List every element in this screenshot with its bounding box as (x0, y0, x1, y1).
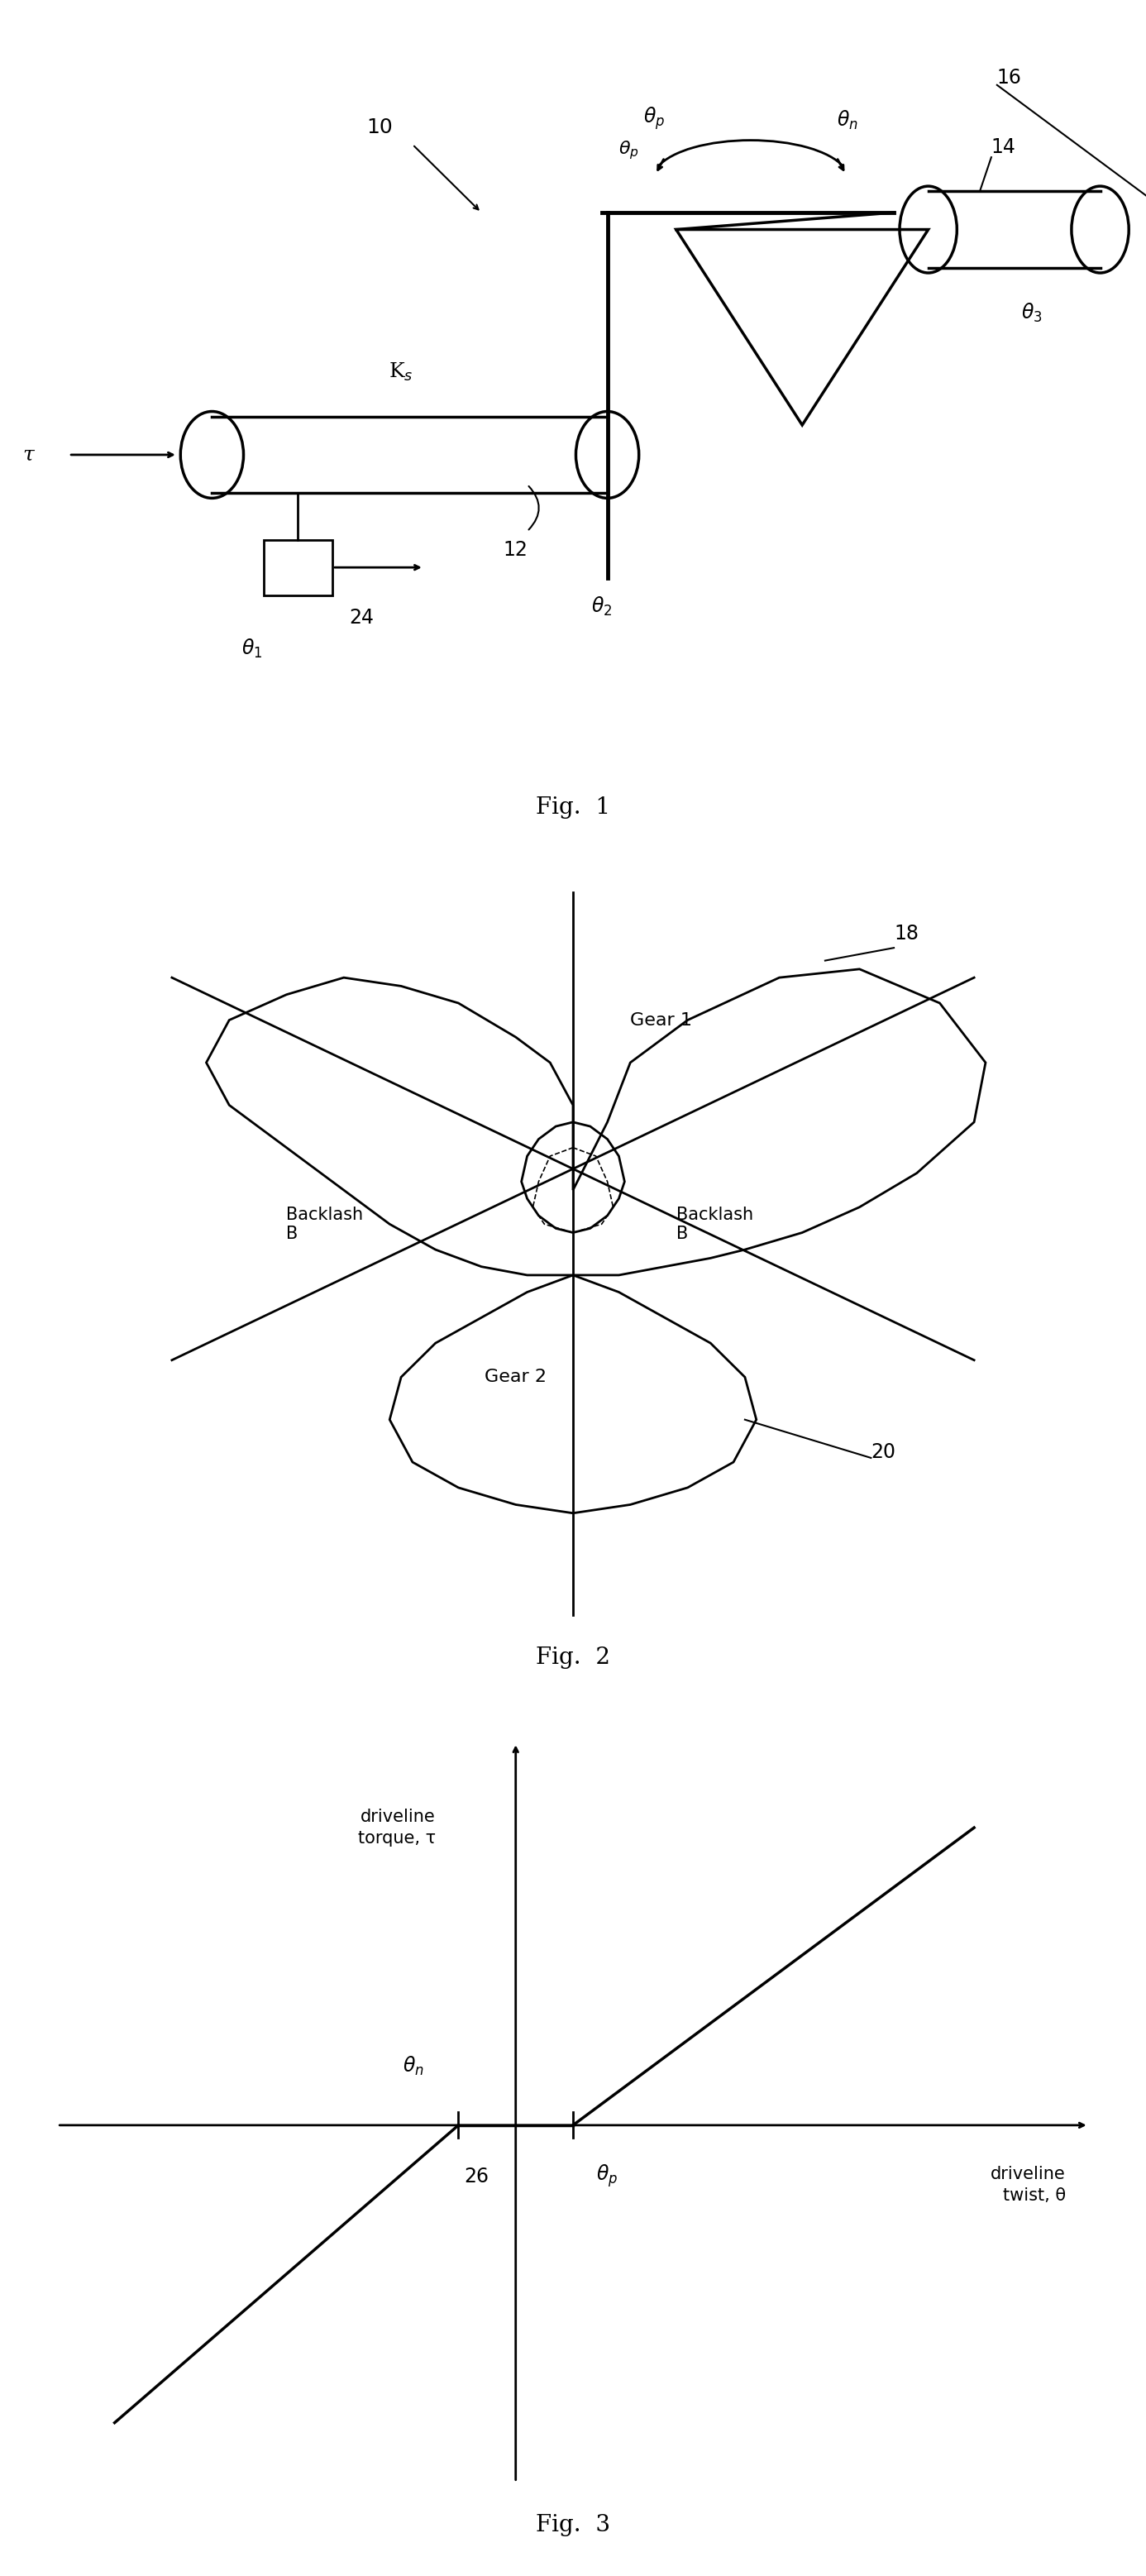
Text: 12: 12 (503, 541, 528, 559)
Text: $\theta_p$: $\theta_p$ (619, 139, 639, 162)
Text: Fig.  1: Fig. 1 (535, 796, 611, 819)
Text: 26: 26 (464, 2166, 489, 2187)
Text: Gear 1: Gear 1 (630, 1012, 692, 1028)
Text: driveline
torque, τ: driveline torque, τ (358, 1808, 435, 1847)
Text: Backlash
B: Backlash B (286, 1206, 363, 1242)
Text: K$_s$: K$_s$ (388, 361, 414, 381)
Text: τ: τ (23, 446, 34, 464)
Text: Fig.  3: Fig. 3 (536, 2514, 610, 2535)
Text: 14: 14 (991, 137, 1017, 157)
Text: $\theta_p$: $\theta_p$ (643, 106, 665, 131)
Text: 18: 18 (894, 925, 919, 943)
Text: 20: 20 (871, 1443, 896, 1463)
Text: $\theta_n$: $\theta_n$ (402, 2056, 424, 2076)
Text: 16: 16 (997, 67, 1022, 88)
Text: $\theta_2$: $\theta_2$ (591, 595, 612, 618)
Text: $\theta_p$: $\theta_p$ (596, 2164, 618, 2190)
Text: 24: 24 (350, 608, 375, 629)
Text: $\theta_n$: $\theta_n$ (837, 108, 858, 131)
Text: Gear 2: Gear 2 (485, 1368, 547, 1386)
Text: Backlash
B: Backlash B (676, 1206, 753, 1242)
Text: $\theta_1$: $\theta_1$ (242, 636, 262, 659)
Text: 10: 10 (367, 118, 393, 137)
Bar (264, 541, 332, 595)
Text: driveline
twist, θ: driveline twist, θ (991, 2166, 1066, 2205)
Text: Fig.  2: Fig. 2 (536, 1646, 610, 1669)
Text: $\theta_3$: $\theta_3$ (1021, 301, 1042, 325)
